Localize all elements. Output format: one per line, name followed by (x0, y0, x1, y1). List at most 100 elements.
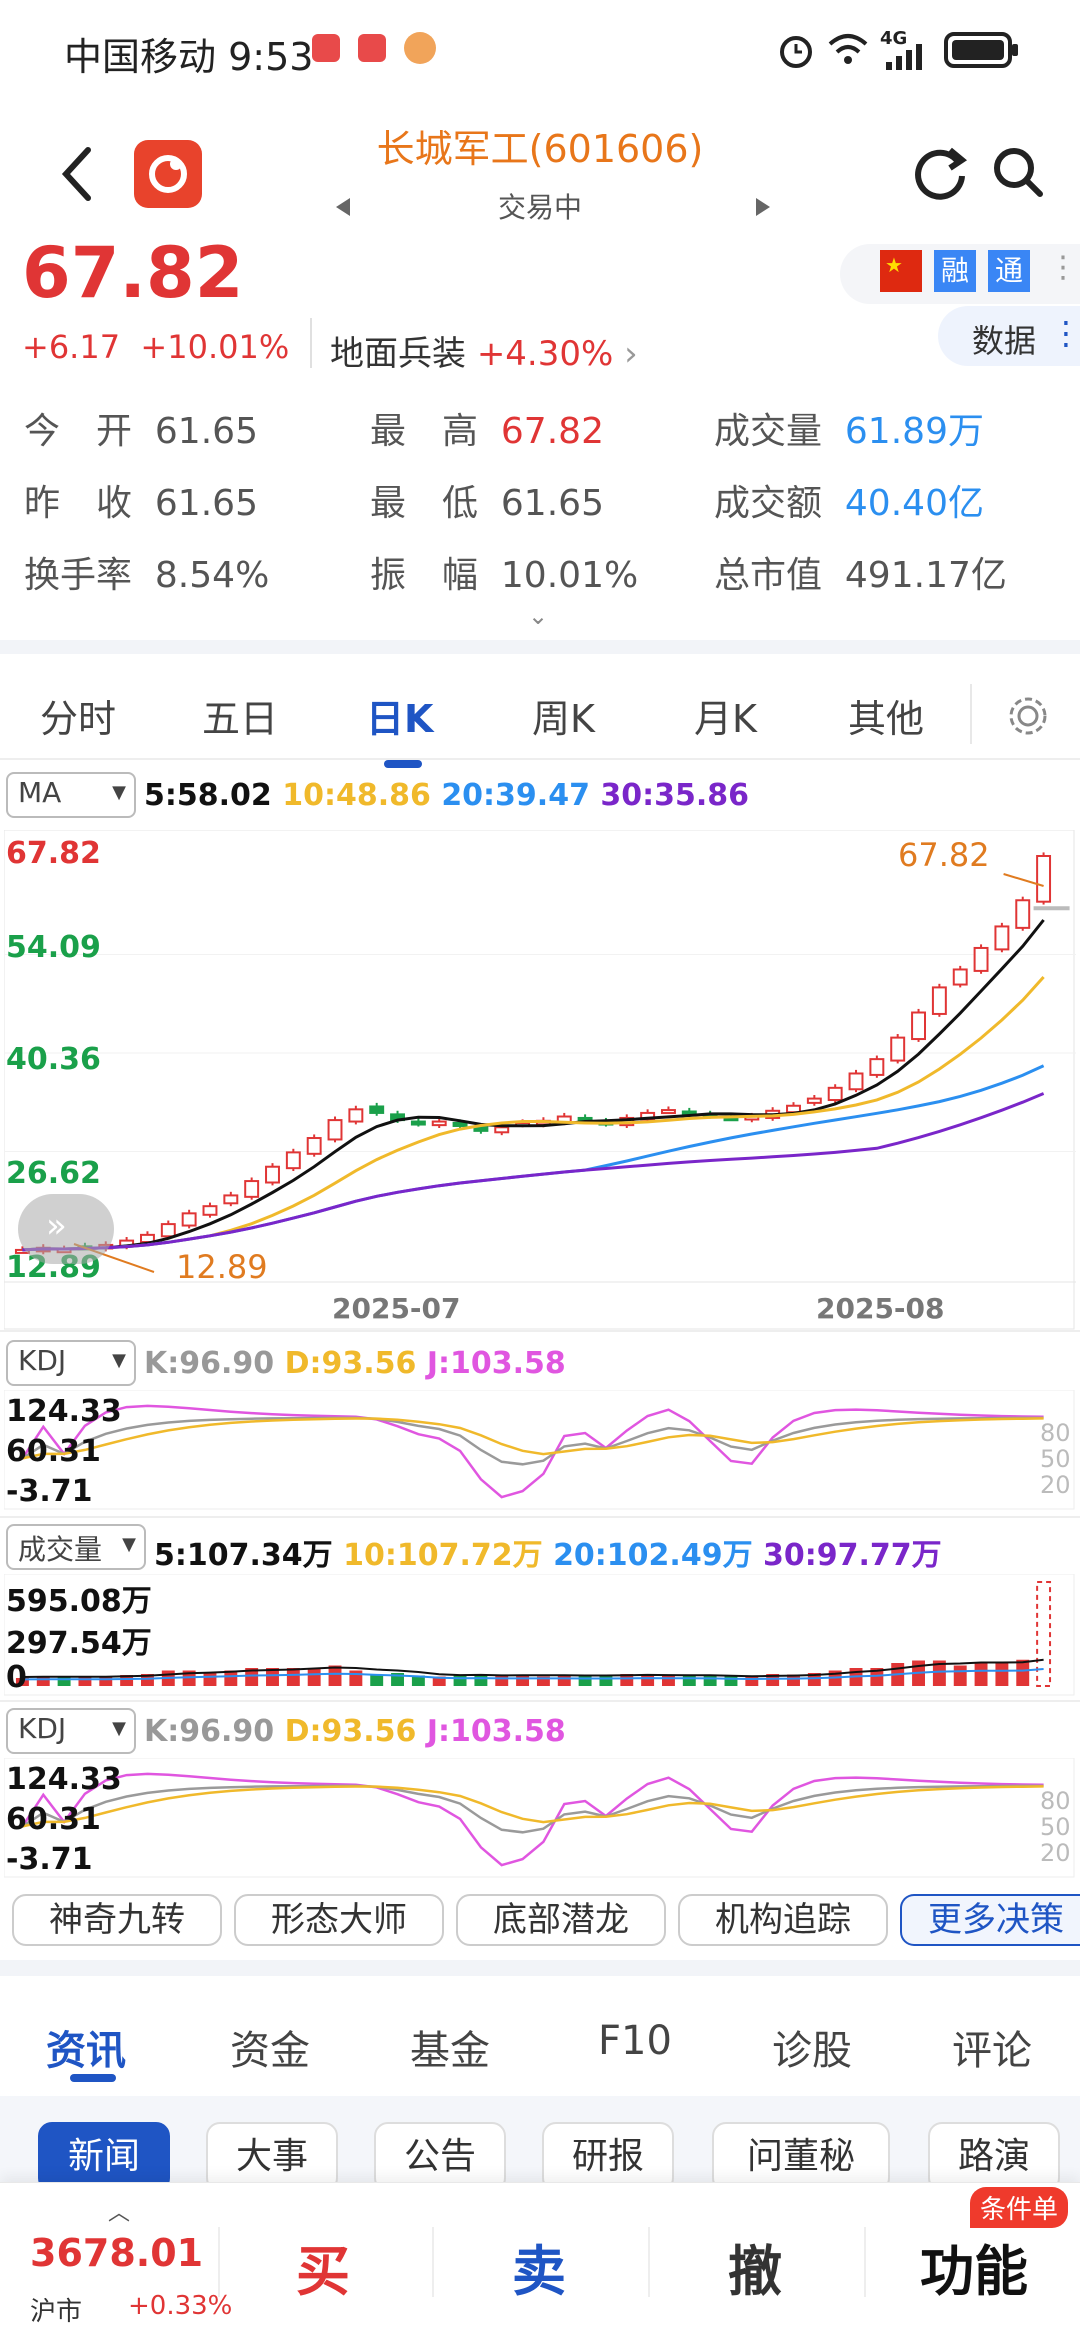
tab-funds[interactable]: 资金 (230, 2028, 310, 2074)
volume-bar (995, 1663, 1009, 1686)
volume-bar (557, 1675, 571, 1686)
tab-diagnosis[interactable]: 诊股 (772, 2028, 852, 2074)
subtab-research[interactable]: 研报 (542, 2122, 674, 2192)
volume-bar (661, 1676, 675, 1686)
volume-bar (974, 1663, 988, 1686)
china-flag-icon: ★ (880, 250, 922, 292)
tab-f10[interactable]: F10 (598, 2018, 672, 2064)
tab-news[interactable]: 资讯 (46, 2028, 126, 2074)
app-logo-icon[interactable] (134, 140, 202, 208)
candle (348, 1108, 364, 1123)
buy-button[interactable]: 买 (296, 2240, 350, 2303)
volume-bar (328, 1665, 342, 1686)
subtab-announcements[interactable]: 公告 (374, 2122, 506, 2192)
ma-values: 5:58.02 10:48.86 20:39.47 30:35.86 (144, 778, 750, 813)
strategy-button[interactable]: 机构追踪 (678, 1894, 888, 1946)
tab-mutual-funds[interactable]: 基金 (410, 2028, 490, 2074)
chart-tabs: 分时 五日 日K 周K 月K 其他 (0, 640, 1080, 768)
volume-selector[interactable]: 成交量 ▼ (6, 1524, 146, 1570)
chevron-up-icon[interactable]: ︿ (108, 2201, 131, 2226)
network-type: 4G (880, 28, 908, 49)
index-value[interactable]: 3678.01 (30, 2231, 204, 2275)
subtab-bar (0, 2096, 1080, 2182)
strategy-button[interactable]: 神奇九转 (12, 1894, 222, 1946)
kdj-chart[interactable] (4, 1390, 1076, 1510)
ma-selector[interactable]: MA ▼ (6, 772, 136, 818)
y-tick-label: 60.31 (6, 1802, 101, 1837)
kdj-frame (4, 1758, 1075, 1878)
volume-ma-line (22, 1668, 1044, 1681)
function-button[interactable]: 功能 (920, 2240, 1028, 2303)
volume-bar (140, 1674, 154, 1686)
cancel-button[interactable]: 撤 (728, 2240, 782, 2303)
stat-value: 491.17亿 (844, 555, 1007, 596)
stock-header: 长城军工(601606) 交易中 (0, 100, 1080, 240)
tab-daily-k[interactable]: 日K (366, 697, 434, 741)
volume-bar (57, 1677, 71, 1686)
volume-bar (578, 1675, 592, 1686)
candle (994, 925, 1010, 951)
candle (1015, 899, 1031, 929)
data-button[interactable]: 数据 ⋮ (938, 306, 1080, 366)
volume-bar (516, 1675, 530, 1686)
strategy-button[interactable]: 底部潜龙 (456, 1894, 666, 1946)
subtab-events[interactable]: 大事 (206, 2122, 338, 2192)
y-tick-label: 0 (6, 1660, 27, 1695)
candle (265, 1165, 280, 1184)
expand-sidebar-button[interactable]: » (18, 1194, 114, 1264)
sell-button[interactable]: 卖 (512, 2240, 566, 2303)
settings-gear-icon[interactable] (1004, 692, 1052, 740)
active-tab-indicator (384, 760, 422, 768)
high-pointer (1003, 873, 1044, 887)
active-tab-indicator (70, 2074, 116, 2082)
volume-bar (495, 1675, 509, 1686)
candle (452, 1121, 468, 1127)
back-icon[interactable] (58, 146, 98, 202)
stat-label: 最 高 (370, 411, 479, 452)
more-strategy-button[interactable]: 更多决策 (900, 1894, 1080, 1946)
y-tick-label: 26.62 (6, 1156, 101, 1191)
volume-bar (787, 1674, 800, 1686)
next-stock-icon[interactable] (752, 196, 774, 218)
stat-value: 61.65 (154, 411, 258, 452)
tab-minute[interactable]: 分时 (40, 697, 117, 741)
search-icon[interactable] (990, 144, 1046, 200)
tab-comments[interactable]: 评论 (952, 2028, 1032, 2074)
kdj-chart[interactable] (4, 1758, 1076, 1878)
high-annotation: 67.82 (898, 836, 990, 874)
candle (911, 1011, 927, 1041)
more-icon[interactable]: ⋮ (1048, 250, 1078, 285)
conditional-order-badge[interactable]: 条件单 (970, 2187, 1069, 2228)
strategy-button[interactable]: 形态大师 (234, 1894, 444, 1946)
divider (0, 1516, 1080, 1518)
volume-bar (203, 1673, 217, 1686)
divider (0, 758, 1080, 760)
expand-chevron-icon[interactable]: ⌄ (528, 602, 549, 630)
tab-other[interactable]: 其他 (848, 697, 925, 741)
subtab-ask-secretary[interactable]: 问董秘 (712, 2122, 890, 2192)
candle (244, 1180, 260, 1198)
carrier-time: 中国移动 9:53 (64, 35, 314, 79)
volume-bar (870, 1668, 884, 1686)
volume-ma-values: 5:107.34万 10:107.72万 20:102.49万 30:97.77… (154, 1538, 942, 1573)
tab-five-day[interactable]: 五日 (202, 697, 279, 741)
stat-value: 61.65 (154, 483, 258, 524)
tab-weekly-k[interactable]: 周K (532, 697, 595, 741)
stat-value: 40.40亿 (844, 483, 984, 524)
ma-line-30 (22, 1092, 1045, 1252)
prev-stock-icon[interactable] (332, 196, 354, 218)
refresh-icon[interactable] (912, 144, 968, 200)
volume-bar (286, 1668, 300, 1686)
kdj-selector[interactable]: KDJ ▼ (6, 1708, 136, 1754)
stat-label: 振 幅 (370, 555, 479, 596)
kdj-selector[interactable]: KDJ ▼ (6, 1340, 136, 1386)
volume-chart[interactable] (4, 1574, 1076, 1696)
candlestick-chart[interactable] (4, 830, 1076, 1330)
sector-link[interactable]: 地面兵装 +4.30% › (330, 334, 638, 374)
kdj-values: K:96.90 D:93.56 J:103.58 (144, 1346, 566, 1381)
tab-monthly-k[interactable]: 月K (694, 697, 757, 741)
subtab-news[interactable]: 新闻 (38, 2122, 170, 2192)
volume-bar (15, 1678, 29, 1686)
connect-badge: 通 (988, 250, 1030, 292)
alarm-icon (780, 36, 812, 68)
